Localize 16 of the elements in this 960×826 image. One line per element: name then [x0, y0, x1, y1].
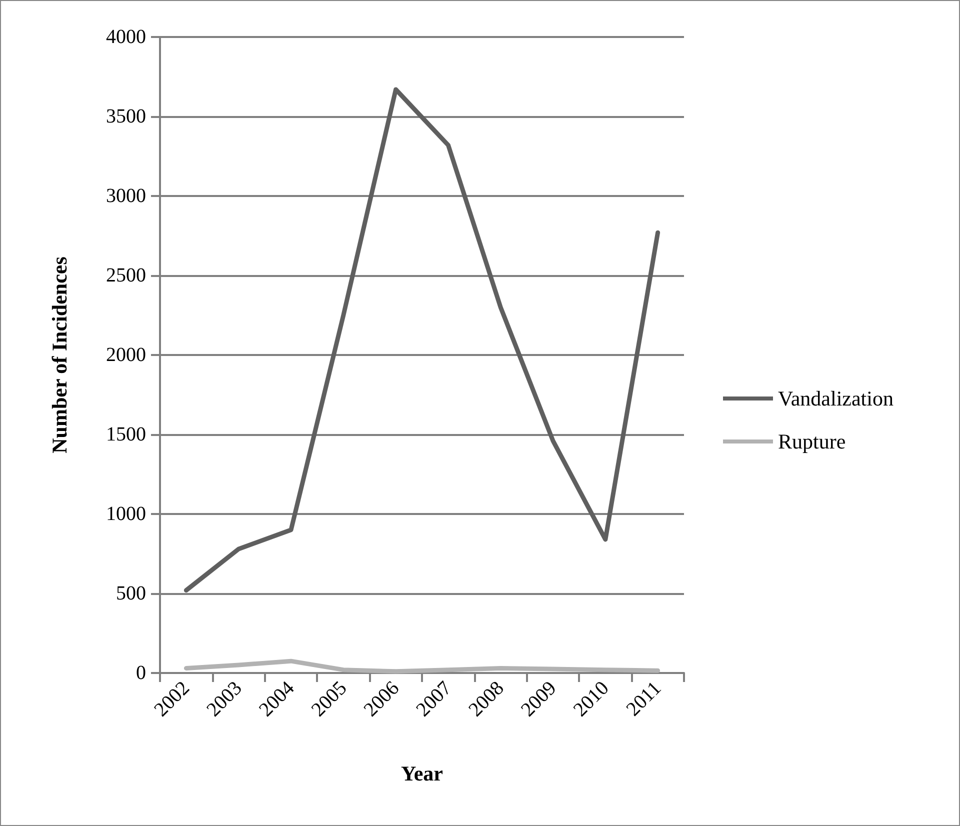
line-series: [184, 87, 660, 593]
x-tick-label: 2011: [622, 677, 666, 721]
y-tick-label: 1500: [106, 424, 146, 446]
line-series: [184, 658, 660, 674]
y-tick-label: 0: [136, 662, 146, 684]
y-tick-label: 3000: [106, 185, 146, 207]
y-tick-label: 2000: [106, 344, 146, 366]
x-axis-title: Year: [401, 762, 443, 786]
y-tick-label: 500: [116, 582, 146, 604]
y-axis-title: Number of Incidences: [48, 256, 72, 454]
legend-label: Vandalization: [778, 386, 894, 410]
y-tick-label: 4000: [106, 26, 146, 48]
y-tick-label: 1000: [106, 503, 146, 525]
y-tick-label: 3500: [106, 106, 146, 128]
legend-label: Rupture: [778, 430, 846, 454]
y-tick-label: 2500: [106, 264, 146, 286]
